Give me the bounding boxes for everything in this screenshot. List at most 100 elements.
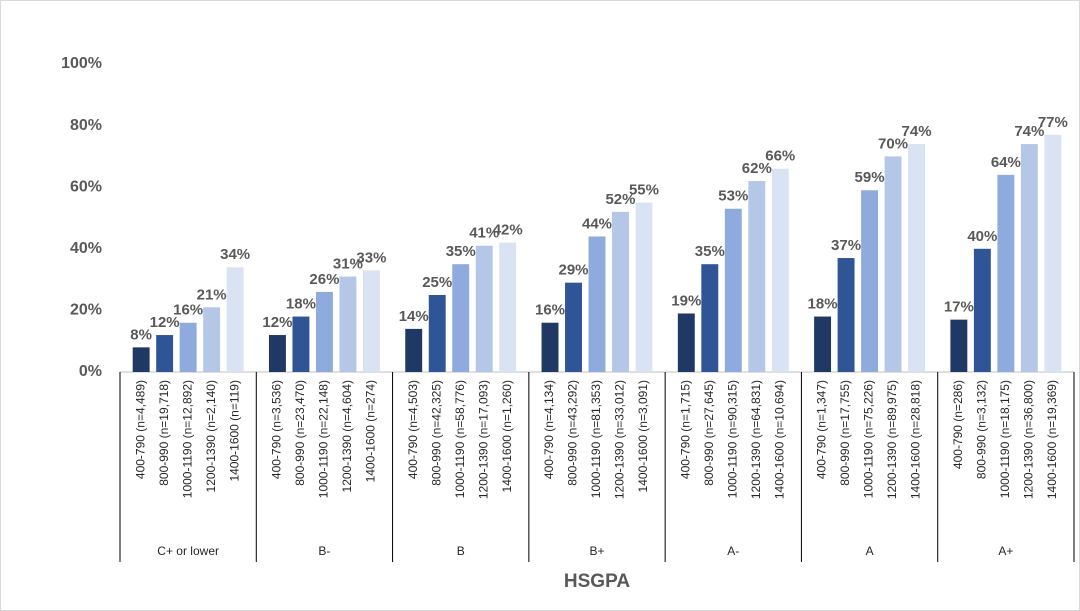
value-label: 17% [944,299,974,316]
x-tick-label: 1200-1390 (n=89,975) [885,380,899,499]
x-tick-label: 1000-1190 (n=75,226) [862,380,876,498]
x-tick-label: 1000-1190 (n=58,776) [453,380,467,498]
value-label: 16% [173,302,203,319]
bar [268,335,286,372]
value-label: 21% [197,286,227,303]
bar [339,276,357,372]
x-tick-label: 1400-1600 (n=10,694) [772,380,786,499]
bar [203,307,221,372]
value-label: 74% [902,123,932,140]
value-label: 53% [718,188,748,205]
x-axis-title: HSGPA [564,571,630,592]
x-tick-label: 400-790 (n=1,347) [815,380,829,479]
bar [292,316,310,372]
bar [884,156,902,372]
bar [771,168,789,372]
x-tick-label: 1200-1390 (n=33,012) [613,380,627,499]
value-label: 59% [855,169,885,186]
x-tick-label: 400-790 (n=4,134) [542,380,556,479]
x-tick-label: 800-990 (n=43,292) [566,380,580,486]
x-tick-label: 800-990 (n=23,470) [293,380,307,486]
value-label: 52% [605,191,635,208]
group-label: B [457,544,465,558]
value-label: 33% [356,249,386,266]
bar [405,328,423,372]
bar [132,347,150,372]
bar [475,245,493,372]
x-tick-label: 1400-1600 (n=274) [364,380,378,482]
x-tick-label: 1400-1600 (n=119) [227,380,241,482]
value-label: 19% [671,292,701,309]
x-tick-label: 400-790 (n=4,503) [406,380,420,479]
x-tick-label: 800-990 (n=19,718) [157,380,171,486]
x-tick-label: 1400-1600 (n=28,818) [909,380,923,499]
bar [588,236,606,372]
value-label: 77% [1038,114,1068,131]
bar [997,174,1015,372]
x-tick-label: 1200-1390 (n=2,140) [204,380,218,492]
bar [428,295,446,372]
x-tick-label: 400-790 (n=286) [951,380,965,469]
bar [677,313,695,372]
bar [499,242,517,372]
value-label: 66% [765,148,795,165]
value-label: 12% [262,314,292,331]
bar [973,248,991,372]
value-label: 8% [130,326,152,343]
value-label: 41% [469,225,499,242]
bar [724,208,742,372]
x-tick-label: 1400-1600 (n=1,260) [500,380,514,492]
x-tick-label: 1200-1390 (n=64,831) [749,380,763,499]
x-tick-label: 400-790 (n=4,489) [133,380,147,479]
x-tick-label: 400-790 (n=1,715) [678,380,692,479]
value-label: 64% [991,154,1021,171]
value-label: 40% [967,228,997,245]
value-label: 44% [582,215,612,232]
value-label: 42% [493,222,523,239]
group-label: B+ [589,544,604,558]
value-label: 74% [1014,123,1044,140]
value-label: 12% [150,314,180,331]
value-label: 25% [422,274,452,291]
group-label: A [866,544,874,558]
value-label: 26% [309,271,339,288]
y-tick-label: 40% [70,240,102,257]
bar [701,264,719,372]
bar [156,335,174,372]
y-tick-label: 20% [70,302,102,319]
x-tick-label: 1000-1190 (n=18,175) [998,380,1012,498]
x-tick-label: 800-990 (n=17,755) [838,380,852,486]
bar [837,258,855,372]
bar [950,319,968,372]
bar [861,190,879,372]
x-tick-label: 1000-1190 (n=90,315) [725,380,739,498]
x-tick-label: 800-990 (n=3,132) [975,380,989,479]
bar [1044,134,1062,372]
x-tick-label: 1200-1390 (n=17,093) [476,380,490,499]
x-tick-label: 1000-1190 (n=81,353) [589,380,603,498]
value-label: 34% [220,246,250,263]
value-label: 18% [286,296,316,313]
value-label: 70% [878,135,908,152]
value-label: 18% [808,296,838,313]
x-tick-label: 1000-1190 (n=12,892) [180,380,194,498]
bar [1020,144,1038,372]
value-label: 55% [629,182,659,199]
value-label: 31% [333,255,363,272]
bar [814,316,832,372]
y-tick-label: 60% [70,178,102,195]
bar [452,264,470,372]
bar [635,202,653,372]
x-tick-label: 1400-1600 (n=19,369) [1045,380,1059,499]
x-tick-label: 1000-1190 (n=22,148) [317,380,331,498]
group-label: A- [727,544,739,558]
value-label: 29% [558,262,588,279]
group-label: B- [318,544,330,558]
bar [565,282,582,372]
group-label: A+ [998,544,1013,558]
value-label: 35% [446,243,476,260]
bar [362,270,380,372]
group-label: C+ or lower [157,544,219,558]
bar [226,267,244,372]
